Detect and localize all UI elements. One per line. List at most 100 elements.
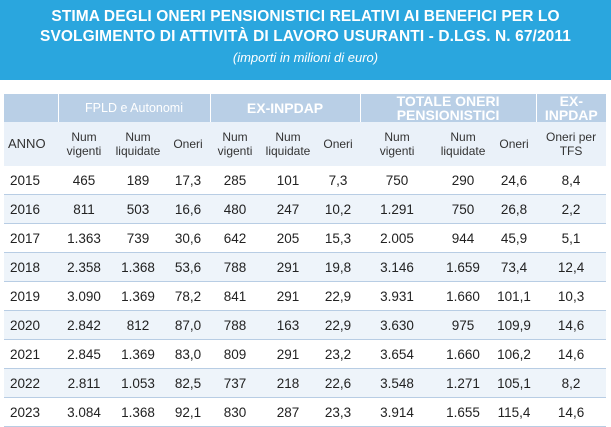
table-cell: 1.660 — [434, 339, 493, 369]
table-cell: 750 — [434, 194, 493, 224]
table-cell: 2.358 — [58, 252, 110, 282]
col-label: vigenti — [379, 144, 415, 158]
table-cell: 287 — [260, 397, 317, 427]
group-header-row: FPLD e Autonomi EX-INPDAP TOTALE ONERI P… — [4, 93, 607, 123]
table-cell: 247 — [260, 194, 317, 224]
table-cell: 8,2 — [536, 368, 607, 398]
table-cell: 22,9 — [316, 310, 361, 340]
table-cell: 737 — [210, 368, 261, 398]
table-cell: 189 — [110, 166, 166, 195]
table-row: 2022 2.811 1.053 82,5 737 218 22,6 3.548 1.271 10… — [4, 368, 607, 398]
cell-year: 2016 — [4, 194, 58, 224]
col-label: Num — [384, 130, 410, 144]
group-totale-line1: TOTALE ONERI — [396, 93, 500, 109]
col-label: vigenti — [66, 144, 102, 158]
table-cell: 92,1 — [166, 397, 211, 427]
table-cell: 78,2 — [166, 281, 211, 311]
table-cell: 1.655 — [434, 397, 493, 427]
table-cell: 3.931 — [360, 281, 435, 311]
col-fpld-oneri: Oneri — [166, 122, 211, 166]
table-cell: 101 — [260, 166, 317, 195]
col-label: Num — [125, 130, 151, 144]
title-banner: STIMA DEGLI ONERI PENSIONISTICI RELATIVI… — [0, 0, 611, 80]
col-label: Num — [222, 130, 248, 144]
cell-year: 2015 — [4, 166, 58, 195]
table-cell: 291 — [260, 339, 317, 369]
table-cell: 163 — [260, 310, 317, 340]
table-cell: 3.630 — [360, 310, 435, 340]
cell-year: 2022 — [4, 368, 58, 398]
table-cell: 1.369 — [110, 281, 166, 311]
table-cell: 5,1 — [536, 223, 607, 253]
table-cell: 12,4 — [536, 252, 607, 282]
table-cell: 975 — [434, 310, 493, 340]
table-cell: 24,6 — [492, 166, 537, 195]
col-label: Num — [71, 130, 97, 144]
table-cell: 750 — [360, 166, 435, 195]
table-cell: 2.845 — [58, 339, 110, 369]
table-cell: 830 — [210, 397, 261, 427]
table-cell: 1.363 — [58, 223, 110, 253]
col-exinpdap-liquidate: Num liquidate — [260, 122, 317, 166]
table-cell: 3.090 — [58, 281, 110, 311]
col-label: vigenti — [217, 144, 253, 158]
table-cell: 2.842 — [58, 310, 110, 340]
table-cell: 1.291 — [360, 194, 435, 224]
group-exinpdap-tfs: EX- INPDAP — [535, 94, 607, 122]
table-row: 2020 2.842 812 87,0 788 163 22,9 3.630 975 109,9 1… — [4, 310, 607, 340]
table-row: 2021 2.845 1.369 83,0 809 291 23,2 3.654 1.660 10… — [4, 339, 607, 369]
table-cell: 22,6 — [316, 368, 361, 398]
col-exinpdap-oneri: Oneri — [316, 122, 361, 166]
table-cell: 2.005 — [360, 223, 435, 253]
table-cell: 2,2 — [536, 194, 607, 224]
subtitle: (importi in milioni di euro) — [232, 50, 379, 65]
table-cell: 8,4 — [536, 166, 607, 195]
col-anno: ANNO — [4, 122, 58, 166]
pension-costs-table: FPLD e Autonomi EX-INPDAP TOTALE ONERI P… — [4, 93, 607, 427]
table-cell: 3.146 — [360, 252, 435, 282]
group-fpld: FPLD e Autonomi — [57, 94, 211, 122]
table-cell: 101,1 — [492, 281, 537, 311]
table-cell: 788 — [210, 310, 261, 340]
table-cell: 26,8 — [492, 194, 537, 224]
col-exinpdap-vigenti: Num vigenti — [210, 122, 261, 166]
table-cell: 82,5 — [166, 368, 211, 398]
table-cell: 1.660 — [434, 281, 493, 311]
table-cell: 83,0 — [166, 339, 211, 369]
table-row: 2023 3.084 1.368 92,1 830 287 23,3 3.914 1.655 11… — [4, 397, 607, 427]
cell-year: 2017 — [4, 223, 58, 253]
table-cell: 218 — [260, 368, 317, 398]
table-cell: 1.368 — [110, 397, 166, 427]
col-fpld-vigenti: Num vigenti — [58, 122, 110, 166]
group-header-empty — [4, 94, 58, 122]
table-cell: 3.914 — [360, 397, 435, 427]
table-cell: 15,3 — [316, 223, 361, 253]
table-cell: 811 — [58, 194, 110, 224]
table-row: 2019 3.090 1.369 78,2 841 291 22,9 3.931 1.660 10… — [4, 281, 607, 311]
col-label: Num — [275, 130, 301, 144]
table-cell: 106,2 — [492, 339, 537, 369]
table-cell: 503 — [110, 194, 166, 224]
table-cell: 3.084 — [58, 397, 110, 427]
table-cell: 291 — [260, 252, 317, 282]
cell-year: 2018 — [4, 252, 58, 282]
table-cell: 1.053 — [110, 368, 166, 398]
table-cell: 2.811 — [58, 368, 110, 398]
table-cell: 788 — [210, 252, 261, 282]
title-line-1: STIMA DEGLI ONERI PENSIONISTICI RELATIVI… — [51, 8, 560, 25]
table-cell: 739 — [110, 223, 166, 253]
table-cell: 17,3 — [166, 166, 211, 195]
table-cell: 109,9 — [492, 310, 537, 340]
table-cell: 841 — [210, 281, 261, 311]
table-cell: 73,4 — [492, 252, 537, 282]
table-cell: 285 — [210, 166, 261, 195]
table-cell: 53,6 — [166, 252, 211, 282]
table-cell: 465 — [58, 166, 110, 195]
col-label: liquidate — [115, 144, 161, 158]
table-cell: 23,3 — [316, 397, 361, 427]
col-fpld-liquidate: Num liquidate — [110, 122, 166, 166]
table-cell: 14,6 — [536, 397, 607, 427]
group-totale-line2: PENSIONISTICI — [396, 107, 500, 123]
table-cell: 642 — [210, 223, 261, 253]
cell-year: 2019 — [4, 281, 58, 311]
